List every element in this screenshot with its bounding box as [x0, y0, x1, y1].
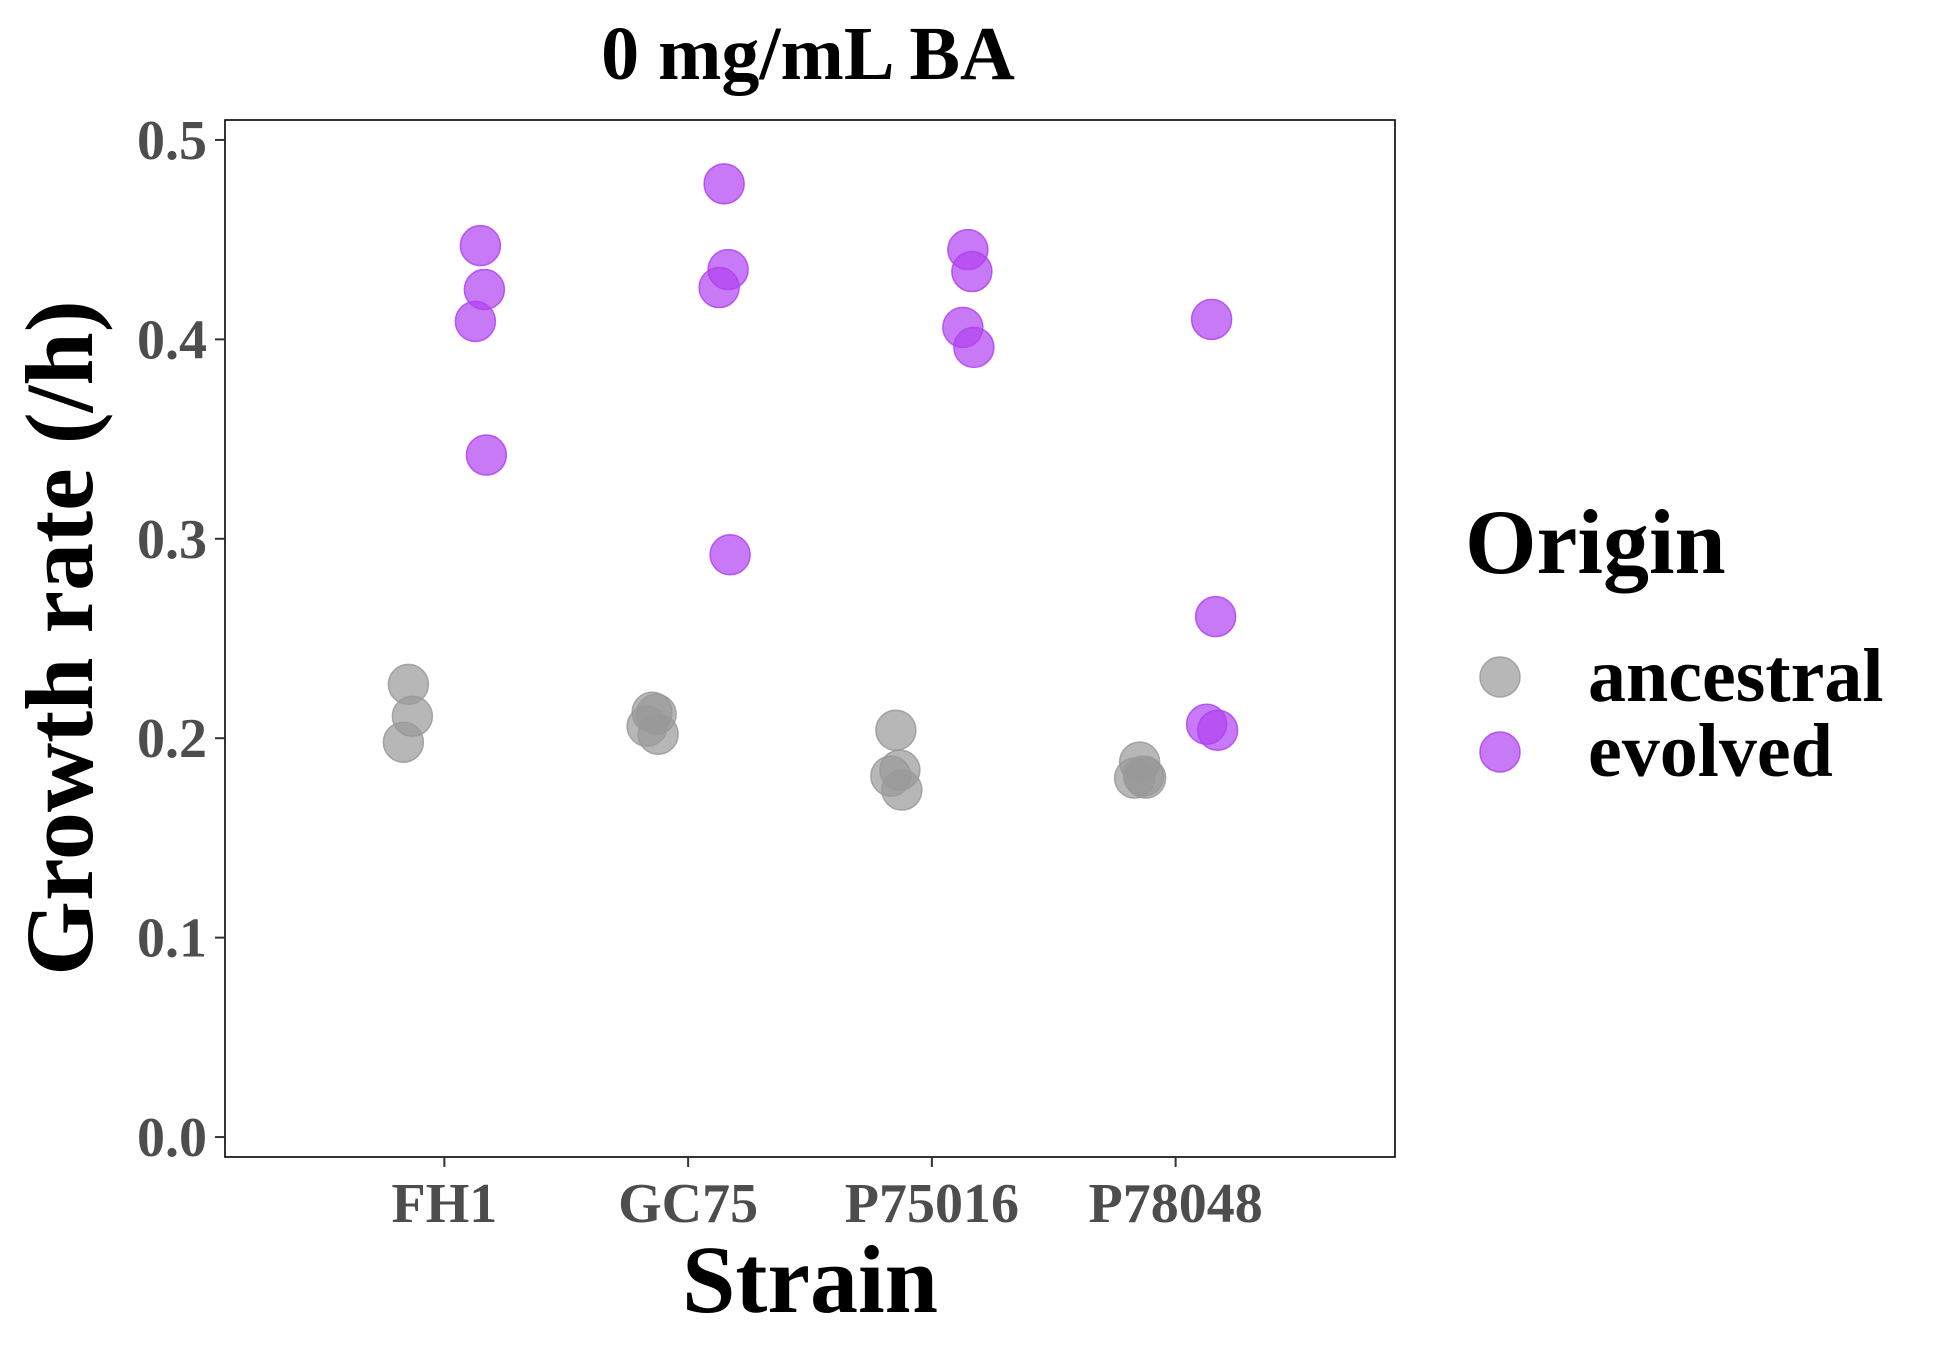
- legend-label-ancestral: ancestral: [1588, 634, 1883, 718]
- legend-title: Origin: [1465, 491, 1726, 593]
- y-tick-label: 0.0: [137, 1107, 207, 1169]
- data-point-evolved: [703, 163, 745, 205]
- x-axis-title: Strain: [682, 1226, 938, 1333]
- data-point-evolved: [698, 266, 740, 309]
- x-tick-label: P78048: [1089, 1173, 1263, 1235]
- data-point-ancestral: [637, 713, 679, 755]
- data-point-ancestral: [875, 709, 917, 751]
- legend-swatch-evolved: [1479, 731, 1521, 773]
- data-point-evolved: [951, 250, 993, 293]
- legend-swatch-ancestral: [1479, 656, 1521, 698]
- data-point-evolved: [709, 533, 751, 576]
- legend-label-evolved: evolved: [1588, 709, 1833, 793]
- y-tick-label: 0.5: [137, 110, 207, 172]
- y-tick-label: 0.1: [137, 908, 207, 970]
- data-point-ancestral: [881, 769, 923, 811]
- plot-panel: [224, 119, 1396, 1158]
- data-point-evolved: [1190, 298, 1233, 341]
- data-points: [382, 163, 1239, 811]
- y-tick-label: 0.2: [137, 708, 207, 770]
- y-tick-label: 0.4: [137, 309, 207, 371]
- data-point-evolved: [1194, 595, 1237, 638]
- data-point-ancestral: [382, 721, 425, 763]
- x-tick-label: FH1: [391, 1173, 497, 1235]
- data-point-evolved: [459, 224, 502, 267]
- data-point-evolved: [465, 434, 508, 476]
- data-point-evolved: [454, 300, 497, 343]
- y-axis: 0.0 0.1 0.2 0.3 0.4 0.5: [137, 110, 225, 1169]
- x-axis: FH1 GC75 P75016 P78048: [391, 1157, 1263, 1235]
- data-point-evolved: [953, 326, 995, 369]
- x-tick-label: P75016: [845, 1173, 1019, 1235]
- data-point-ancestral: [1124, 757, 1167, 799]
- data-point-evolved: [1196, 709, 1239, 751]
- chart-title: 0 mg/mL BA: [601, 12, 1015, 96]
- y-tick-label: 0.3: [137, 509, 207, 571]
- x-tick-label: GC75: [618, 1173, 758, 1235]
- y-axis-title: Growth rate (/h): [6, 300, 113, 975]
